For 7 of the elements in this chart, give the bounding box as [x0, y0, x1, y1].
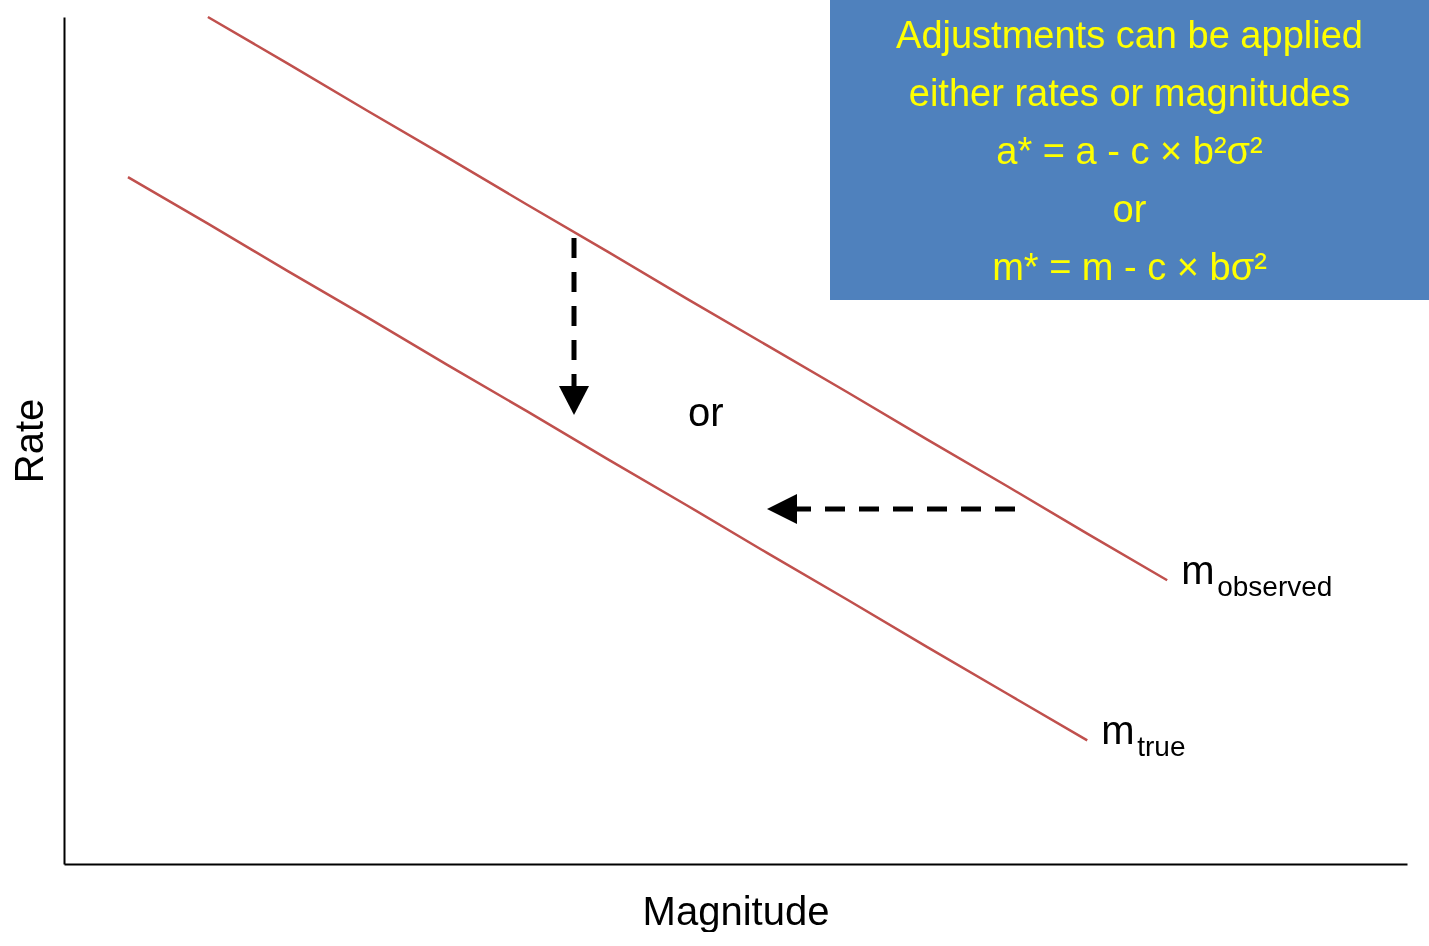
y-axis-title: Rate — [6, 398, 51, 484]
annotation: or — [1111, 187, 1148, 232]
annotation: Adjustments can be applied — [895, 13, 1364, 58]
annotation: a* = a - c × b²σ² — [995, 129, 1264, 174]
annotation: either rates or magnitudes — [907, 71, 1352, 116]
annotation: or — [688, 390, 724, 435]
annotation: m* = m - c × bσ² — [991, 245, 1268, 290]
